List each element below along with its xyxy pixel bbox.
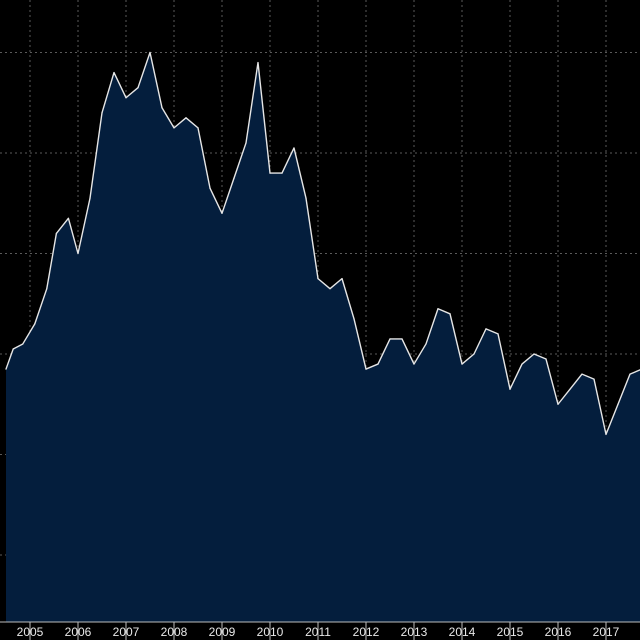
data-point	[173, 127, 175, 129]
data-point	[89, 197, 91, 199]
data-point	[293, 147, 295, 149]
data-point	[401, 338, 403, 340]
data-point	[185, 117, 187, 119]
data-point	[67, 217, 69, 219]
data-point	[485, 328, 487, 330]
data-point	[605, 433, 607, 435]
data-point	[545, 358, 547, 360]
data-point	[425, 343, 427, 345]
data-point	[413, 363, 415, 365]
data-point	[533, 353, 535, 355]
data-point	[46, 288, 48, 290]
data-point	[281, 172, 283, 174]
data-point	[161, 107, 163, 109]
x-axis: 2005 2006 2007 2008 2009 2010 2011 2012 2013 2014…	[0, 621, 640, 640]
data-point	[581, 373, 583, 375]
data-point	[341, 278, 343, 280]
data-point	[269, 172, 271, 174]
data-point	[197, 127, 199, 129]
data-point	[557, 403, 559, 405]
x-tick-label: 2011	[305, 625, 331, 639]
x-tick-label: 2009	[209, 625, 236, 639]
data-point	[233, 177, 235, 179]
data-point	[257, 61, 259, 64]
data-point	[473, 353, 475, 355]
x-tick-label: 2005	[17, 625, 44, 639]
data-point	[509, 388, 511, 390]
data-point	[497, 333, 499, 335]
data-point	[22, 343, 24, 345]
x-tick-label: 2016	[545, 625, 572, 639]
data-point	[437, 308, 439, 310]
data-point	[449, 313, 451, 315]
data-point	[12, 348, 14, 350]
data-point	[629, 373, 631, 375]
data-point	[113, 72, 115, 74]
x-tick-label: 2012	[353, 625, 380, 639]
data-point	[353, 318, 355, 320]
x-tick-label: 2014	[449, 625, 476, 639]
x-tick-label: 2008	[161, 625, 188, 639]
data-point	[209, 187, 211, 189]
data-point	[329, 288, 331, 290]
data-point	[617, 403, 619, 405]
data-point	[521, 363, 523, 365]
data-point	[245, 142, 247, 144]
data-point	[389, 338, 391, 340]
x-tick-label: 2010	[257, 625, 284, 639]
data-point	[55, 232, 58, 234]
data-point	[305, 197, 307, 199]
data-point	[365, 368, 367, 370]
data-point	[317, 278, 319, 280]
series-area	[6, 52, 640, 622]
data-point	[101, 112, 103, 114]
data-point	[221, 212, 223, 214]
data-point	[137, 87, 139, 89]
x-tick-label: 2015	[497, 625, 524, 639]
x-tick-label: 2017	[593, 625, 620, 639]
data-point	[77, 252, 79, 255]
x-tick-label: 2006	[65, 625, 92, 639]
data-point	[149, 51, 151, 54]
x-tick-label: 2013	[401, 625, 428, 639]
data-point	[569, 388, 571, 390]
data-point	[593, 378, 595, 380]
series-marks	[5, 51, 640, 622]
data-point	[125, 97, 127, 99]
data-point	[377, 363, 379, 365]
data-point	[34, 323, 36, 325]
x-tick-label: 2007	[113, 625, 140, 639]
data-point	[5, 368, 7, 370]
x-axis-strip	[0, 622, 640, 640]
data-point	[461, 363, 463, 365]
